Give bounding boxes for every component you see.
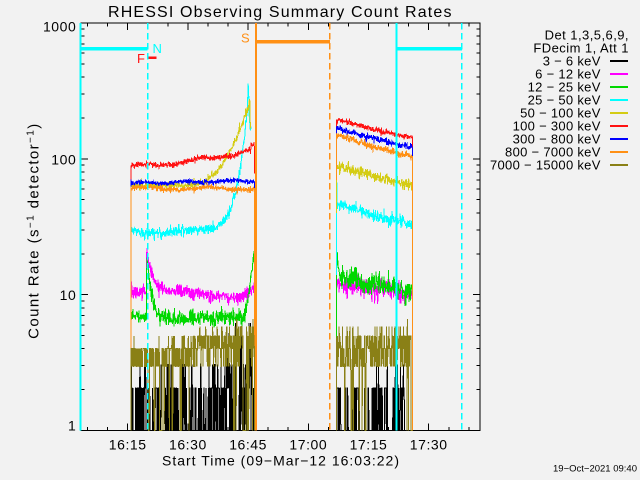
svg-text:25 − 50 keV: 25 − 50 keV — [528, 93, 601, 108]
svg-text:17:30: 17:30 — [410, 437, 448, 453]
svg-text:17:15: 17:15 — [350, 437, 388, 453]
svg-text:17:00: 17:00 — [289, 437, 327, 453]
svg-text:10: 10 — [60, 287, 77, 303]
svg-text:100: 100 — [51, 152, 76, 168]
svg-text:Count Rate (s−1 detector−1): Count Rate (s−1 detector−1) — [26, 122, 43, 339]
svg-text:FDecim 1, Att 1: FDecim 1, Att 1 — [533, 41, 629, 56]
svg-text:Det 1,3,5,6,9,: Det 1,3,5,6,9, — [545, 28, 629, 43]
svg-text:6 − 12 keV: 6 − 12 keV — [535, 67, 601, 82]
svg-text:50 − 100 keV: 50 − 100 keV — [520, 106, 601, 121]
svg-text:1: 1 — [68, 418, 76, 434]
svg-text:16:45: 16:45 — [229, 437, 267, 453]
svg-text:Start Time (09−Mar−12 16:03:22: Start Time (09−Mar−12 16:03:22) — [162, 452, 400, 468]
svg-text:300 − 800 keV: 300 − 800 keV — [513, 132, 601, 147]
svg-text:100 − 300 keV: 100 − 300 keV — [513, 119, 601, 134]
svg-text:19−Oct−2021 09:40: 19−Oct−2021 09:40 — [553, 464, 637, 475]
svg-text:RHESSI Observing Summary Count: RHESSI Observing Summary Count Rates — [108, 4, 453, 21]
svg-text:N: N — [153, 41, 162, 56]
svg-text:12 − 25 keV: 12 − 25 keV — [528, 80, 601, 95]
svg-text:F: F — [137, 51, 145, 66]
svg-text:S: S — [241, 30, 250, 45]
svg-text:800 − 7000 keV: 800 − 7000 keV — [505, 145, 601, 160]
svg-text:7000 − 15000 keV: 7000 − 15000 keV — [490, 158, 601, 173]
svg-text:16:30: 16:30 — [169, 437, 207, 453]
svg-text:1000: 1000 — [43, 19, 76, 35]
svg-text:3 − 6 keV: 3 − 6 keV — [543, 54, 601, 69]
svg-text:16:15: 16:15 — [109, 437, 147, 453]
